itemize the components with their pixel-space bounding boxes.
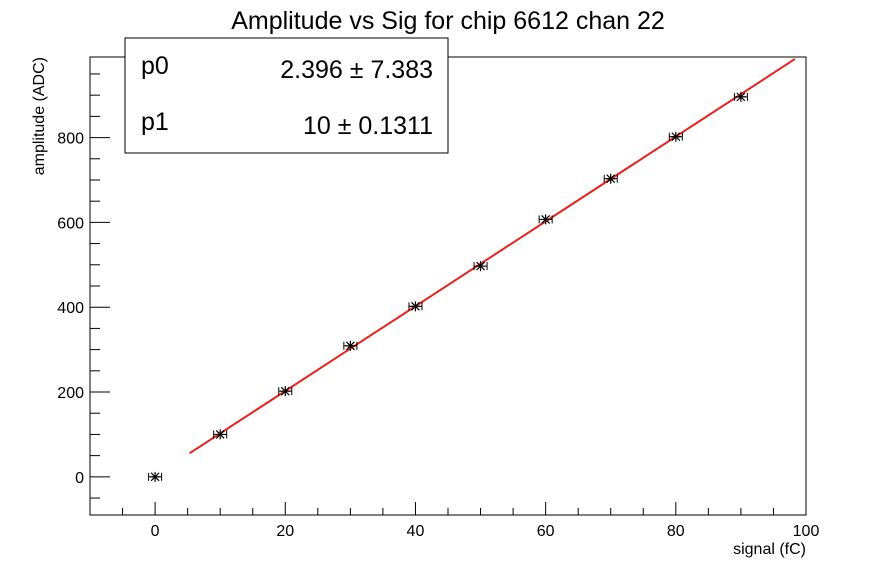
- stats-p1-value: 10 ± 0.1311: [303, 112, 433, 140]
- star-marker: [215, 429, 226, 440]
- data-point: [408, 301, 423, 312]
- star-marker: [280, 386, 291, 397]
- x-tick-label: 60: [537, 523, 555, 540]
- x-axis-label: signal (fC): [733, 541, 806, 558]
- star-marker: [150, 471, 161, 482]
- stats-box-frame: [124, 37, 449, 154]
- y-tick-label: 0: [75, 470, 84, 487]
- x-axis: 0 20 40 60 80 100: [89, 502, 820, 540]
- x-tick-label: 80: [667, 523, 685, 540]
- x-tick-label: 20: [276, 523, 294, 540]
- data-point: [343, 340, 358, 351]
- chart-title: Amplitude vs Sig for chip 6612 chan 22: [231, 7, 665, 35]
- y-axis: 0 200 400 600 800: [57, 73, 110, 499]
- star-marker: [605, 173, 616, 184]
- fit-stats-box: p0 2.396 ± 7.383 p1 10 ± 0.1311: [124, 37, 449, 154]
- star-marker: [475, 261, 486, 272]
- x-tick-label: 40: [407, 523, 425, 540]
- data-point: [148, 471, 163, 482]
- star-marker: [345, 340, 356, 351]
- stats-p0-name: p0: [141, 52, 169, 80]
- x-tick-label: 0: [151, 523, 160, 540]
- y-tick-label: 200: [57, 385, 84, 402]
- star-marker: [410, 301, 421, 312]
- star-marker: [540, 214, 551, 225]
- star-marker: [670, 131, 681, 142]
- data-point: [538, 214, 553, 225]
- y-axis-label: amplitude (ADC): [31, 57, 48, 175]
- data-point: [213, 429, 228, 440]
- fit-line: [189, 58, 796, 455]
- data-point: [733, 91, 748, 102]
- data-point: [668, 131, 683, 142]
- data-point: [278, 386, 293, 397]
- data-point: [603, 173, 618, 184]
- y-tick-label: 400: [57, 300, 84, 317]
- stats-p1-name: p1: [141, 108, 169, 136]
- y-tick-label: 600: [57, 215, 84, 232]
- data-points: [148, 91, 748, 482]
- x-tick-label: 100: [793, 523, 820, 540]
- stats-p0-value: 2.396 ± 7.383: [280, 56, 433, 84]
- fit-layer: [189, 58, 796, 455]
- data-point: [473, 261, 488, 272]
- y-tick-label: 800: [57, 131, 84, 148]
- star-marker: [735, 91, 746, 102]
